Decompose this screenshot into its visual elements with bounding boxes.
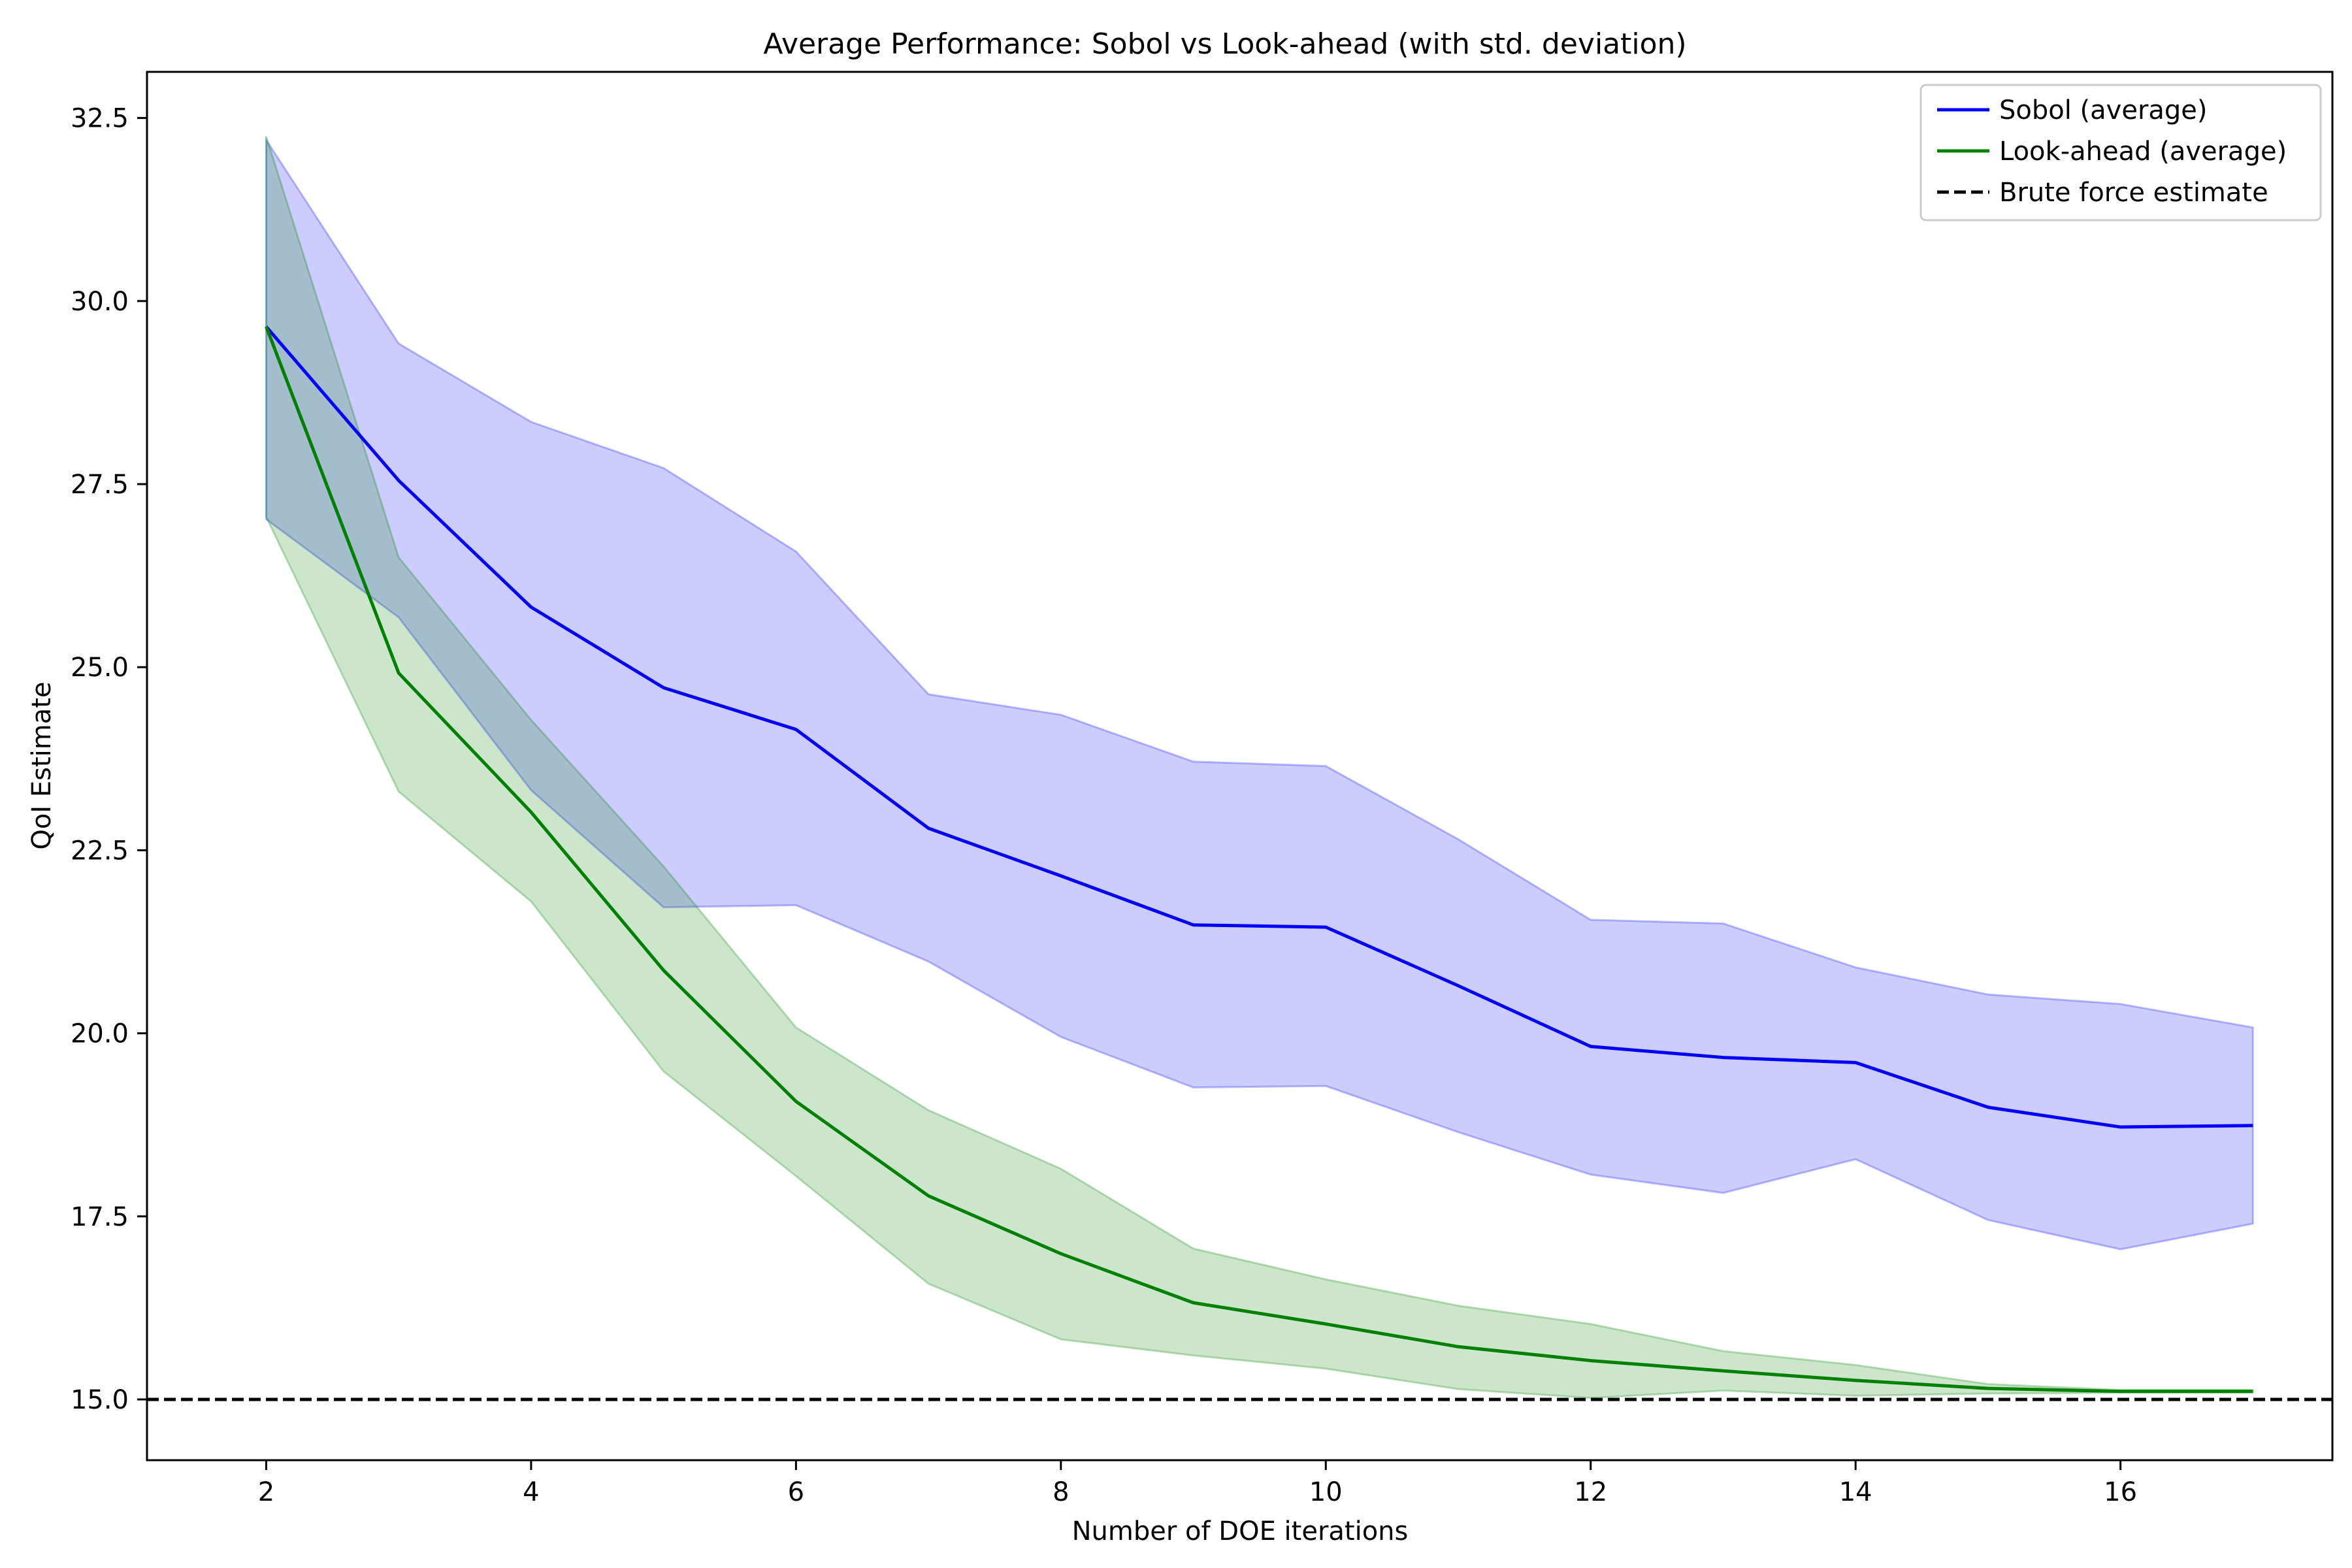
x-tick-label: 6 [788, 1477, 804, 1507]
y-tick-label: 15.0 [71, 1385, 129, 1415]
plot-clip-group [147, 136, 2332, 1401]
y-tick-label: 30.0 [71, 287, 129, 317]
y-tick-label: 17.5 [71, 1202, 129, 1232]
x-tick-label: 12 [1574, 1477, 1607, 1507]
average-line-series-1 [265, 325, 2253, 1129]
y-tick-label: 22.5 [71, 836, 129, 866]
x-tick-label: 10 [1309, 1477, 1343, 1507]
average-line-series-2 [265, 326, 2253, 1394]
legend-label-3: Brute force estimate [1999, 178, 2268, 208]
y-tick-label: 25.0 [71, 653, 129, 683]
chart-title: Average Performance: Sobol vs Look-ahead… [763, 27, 1686, 61]
y-axis-label: QoI Estimate [27, 681, 57, 849]
legend: Sobol (average) Look-ahead (average) Brute… [1919, 84, 2322, 221]
x-axis: 2 4 6 8 10 12 14 16 [258, 1460, 2137, 1507]
x-tick-label: 16 [2104, 1477, 2137, 1507]
y-tick-label: 27.5 [71, 470, 129, 500]
x-tick-label: 4 [523, 1477, 539, 1507]
y-axis: 15.0 17.5 20.0 22.5 25.0 27.5 30.0 32.5 [71, 104, 147, 1415]
plot-area [147, 136, 2332, 1401]
axes-frame [146, 71, 2334, 1462]
y-tick-label: 32.5 [71, 104, 129, 134]
x-axis-label: Number of DOE iterations [1072, 1516, 1409, 1546]
x-tick-label: 8 [1053, 1477, 1069, 1507]
y-tick-label: 20.0 [71, 1019, 129, 1049]
legend-label-2: Look-ahead (average) [1999, 137, 2287, 167]
x-tick-label: 14 [1839, 1477, 1872, 1507]
legend-label-1: Sobol (average) [1999, 95, 2208, 125]
legend-box [1919, 84, 2322, 221]
x-tick-label: 2 [258, 1477, 274, 1507]
std-band-series-1 [265, 137, 2254, 1250]
